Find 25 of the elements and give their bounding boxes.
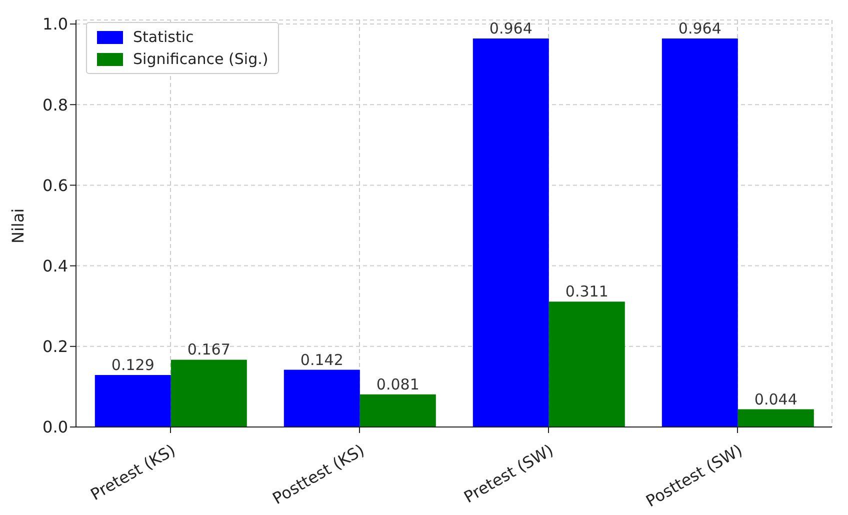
y-tick-label: 0.8	[42, 95, 68, 114]
bar	[738, 409, 814, 427]
y-tick-label: 0.2	[42, 337, 68, 356]
y-tick-label: 0.0	[42, 418, 68, 437]
bar	[360, 394, 436, 427]
legend-label: Significance (Sig.)	[133, 50, 268, 68]
bar	[662, 38, 738, 427]
bar	[94, 375, 171, 427]
bar	[170, 360, 247, 427]
data-label: 0.142	[300, 350, 344, 369]
y-tick-label: 0.4	[42, 256, 68, 276]
y-tick-label: 0.6	[42, 176, 68, 195]
data-label: 0.964	[678, 20, 722, 38]
y-axis-title: Nilai	[8, 208, 28, 244]
data-label: 0.167	[187, 340, 230, 359]
legend-label: Statistic	[133, 28, 194, 46]
data-label: 0.129	[111, 356, 154, 374]
data-label: 0.081	[376, 375, 420, 394]
bar	[548, 302, 625, 427]
bar	[472, 38, 549, 427]
data-label: 0.311	[565, 282, 608, 301]
bar	[284, 370, 360, 427]
y-tick-label: 1.0	[42, 14, 68, 34]
data-label: 0.044	[754, 390, 798, 408]
data-label: 0.964	[489, 20, 532, 38]
